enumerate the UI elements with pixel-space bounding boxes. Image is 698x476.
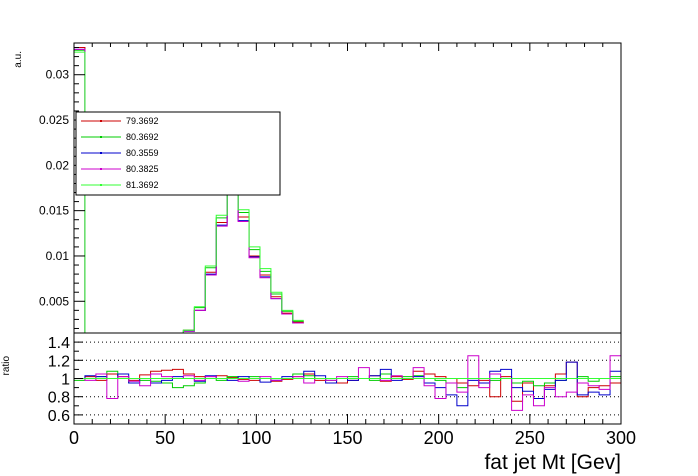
legend-marker-81.3692 xyxy=(100,184,102,186)
x-tick-label: 50 xyxy=(155,428,175,448)
main-y-tick-label: 0.015 xyxy=(39,204,69,218)
legend-entry-label: 79.3692 xyxy=(126,116,159,126)
ratio-panel xyxy=(74,341,621,416)
ratio-y-axis-label: ratio xyxy=(1,356,12,376)
ratio-y-tick-label: 0.6 xyxy=(48,408,70,425)
legend: 79.3692 80.3692 80.3559 80.3825 81.3692 xyxy=(75,111,281,196)
histogram-81.3692 xyxy=(74,51,304,333)
x-tick-label: 250 xyxy=(515,428,545,448)
main-y-axis-label: a.u. xyxy=(13,51,24,68)
legend-entry-label: 80.3692 xyxy=(126,132,159,142)
ratio-y-tick-label: 1.4 xyxy=(48,335,70,352)
legend-marker-80.3559 xyxy=(100,152,102,154)
x-tick-label: 300 xyxy=(606,428,636,448)
legend-marker-80.3692 xyxy=(100,136,102,138)
legend-entry-label: 80.3825 xyxy=(126,164,159,174)
x-axis-title: fat jet Mt [Gev] xyxy=(484,451,621,474)
main-y-tick-label: 0.025 xyxy=(39,113,69,127)
ratio-line-80.3559 xyxy=(74,361,621,407)
legend-marker-79.3692 xyxy=(100,120,102,122)
main-panel xyxy=(74,47,304,333)
main-y-tick-label: 0.02 xyxy=(46,158,70,172)
legend-marker-80.3825 xyxy=(100,168,102,170)
main-y-tick-label: 0.005 xyxy=(39,294,69,308)
main-y-tick-label: 0.01 xyxy=(46,249,70,263)
ratio-y-tick-label: 1 xyxy=(61,372,70,389)
x-tick-label: 0 xyxy=(69,428,79,448)
x-tick-label: 100 xyxy=(241,428,271,448)
ratio-line-79.3692 xyxy=(74,361,621,402)
x-tick-label: 200 xyxy=(424,428,454,448)
legend-entry-label: 81.3692 xyxy=(126,180,159,190)
axes: 0.005 0.01 0.015 0.02 0.025 0.03 a.u. 0.60.81 1.… xyxy=(1,42,636,474)
x-tick-label: 150 xyxy=(332,428,362,448)
ratio-y-tick-label: 0.8 xyxy=(48,390,70,407)
legend-entry-label: 80.3559 xyxy=(126,148,159,158)
ratio-y-tick-label: 1.2 xyxy=(48,353,70,370)
main-y-tick-label: 0.03 xyxy=(46,68,70,82)
